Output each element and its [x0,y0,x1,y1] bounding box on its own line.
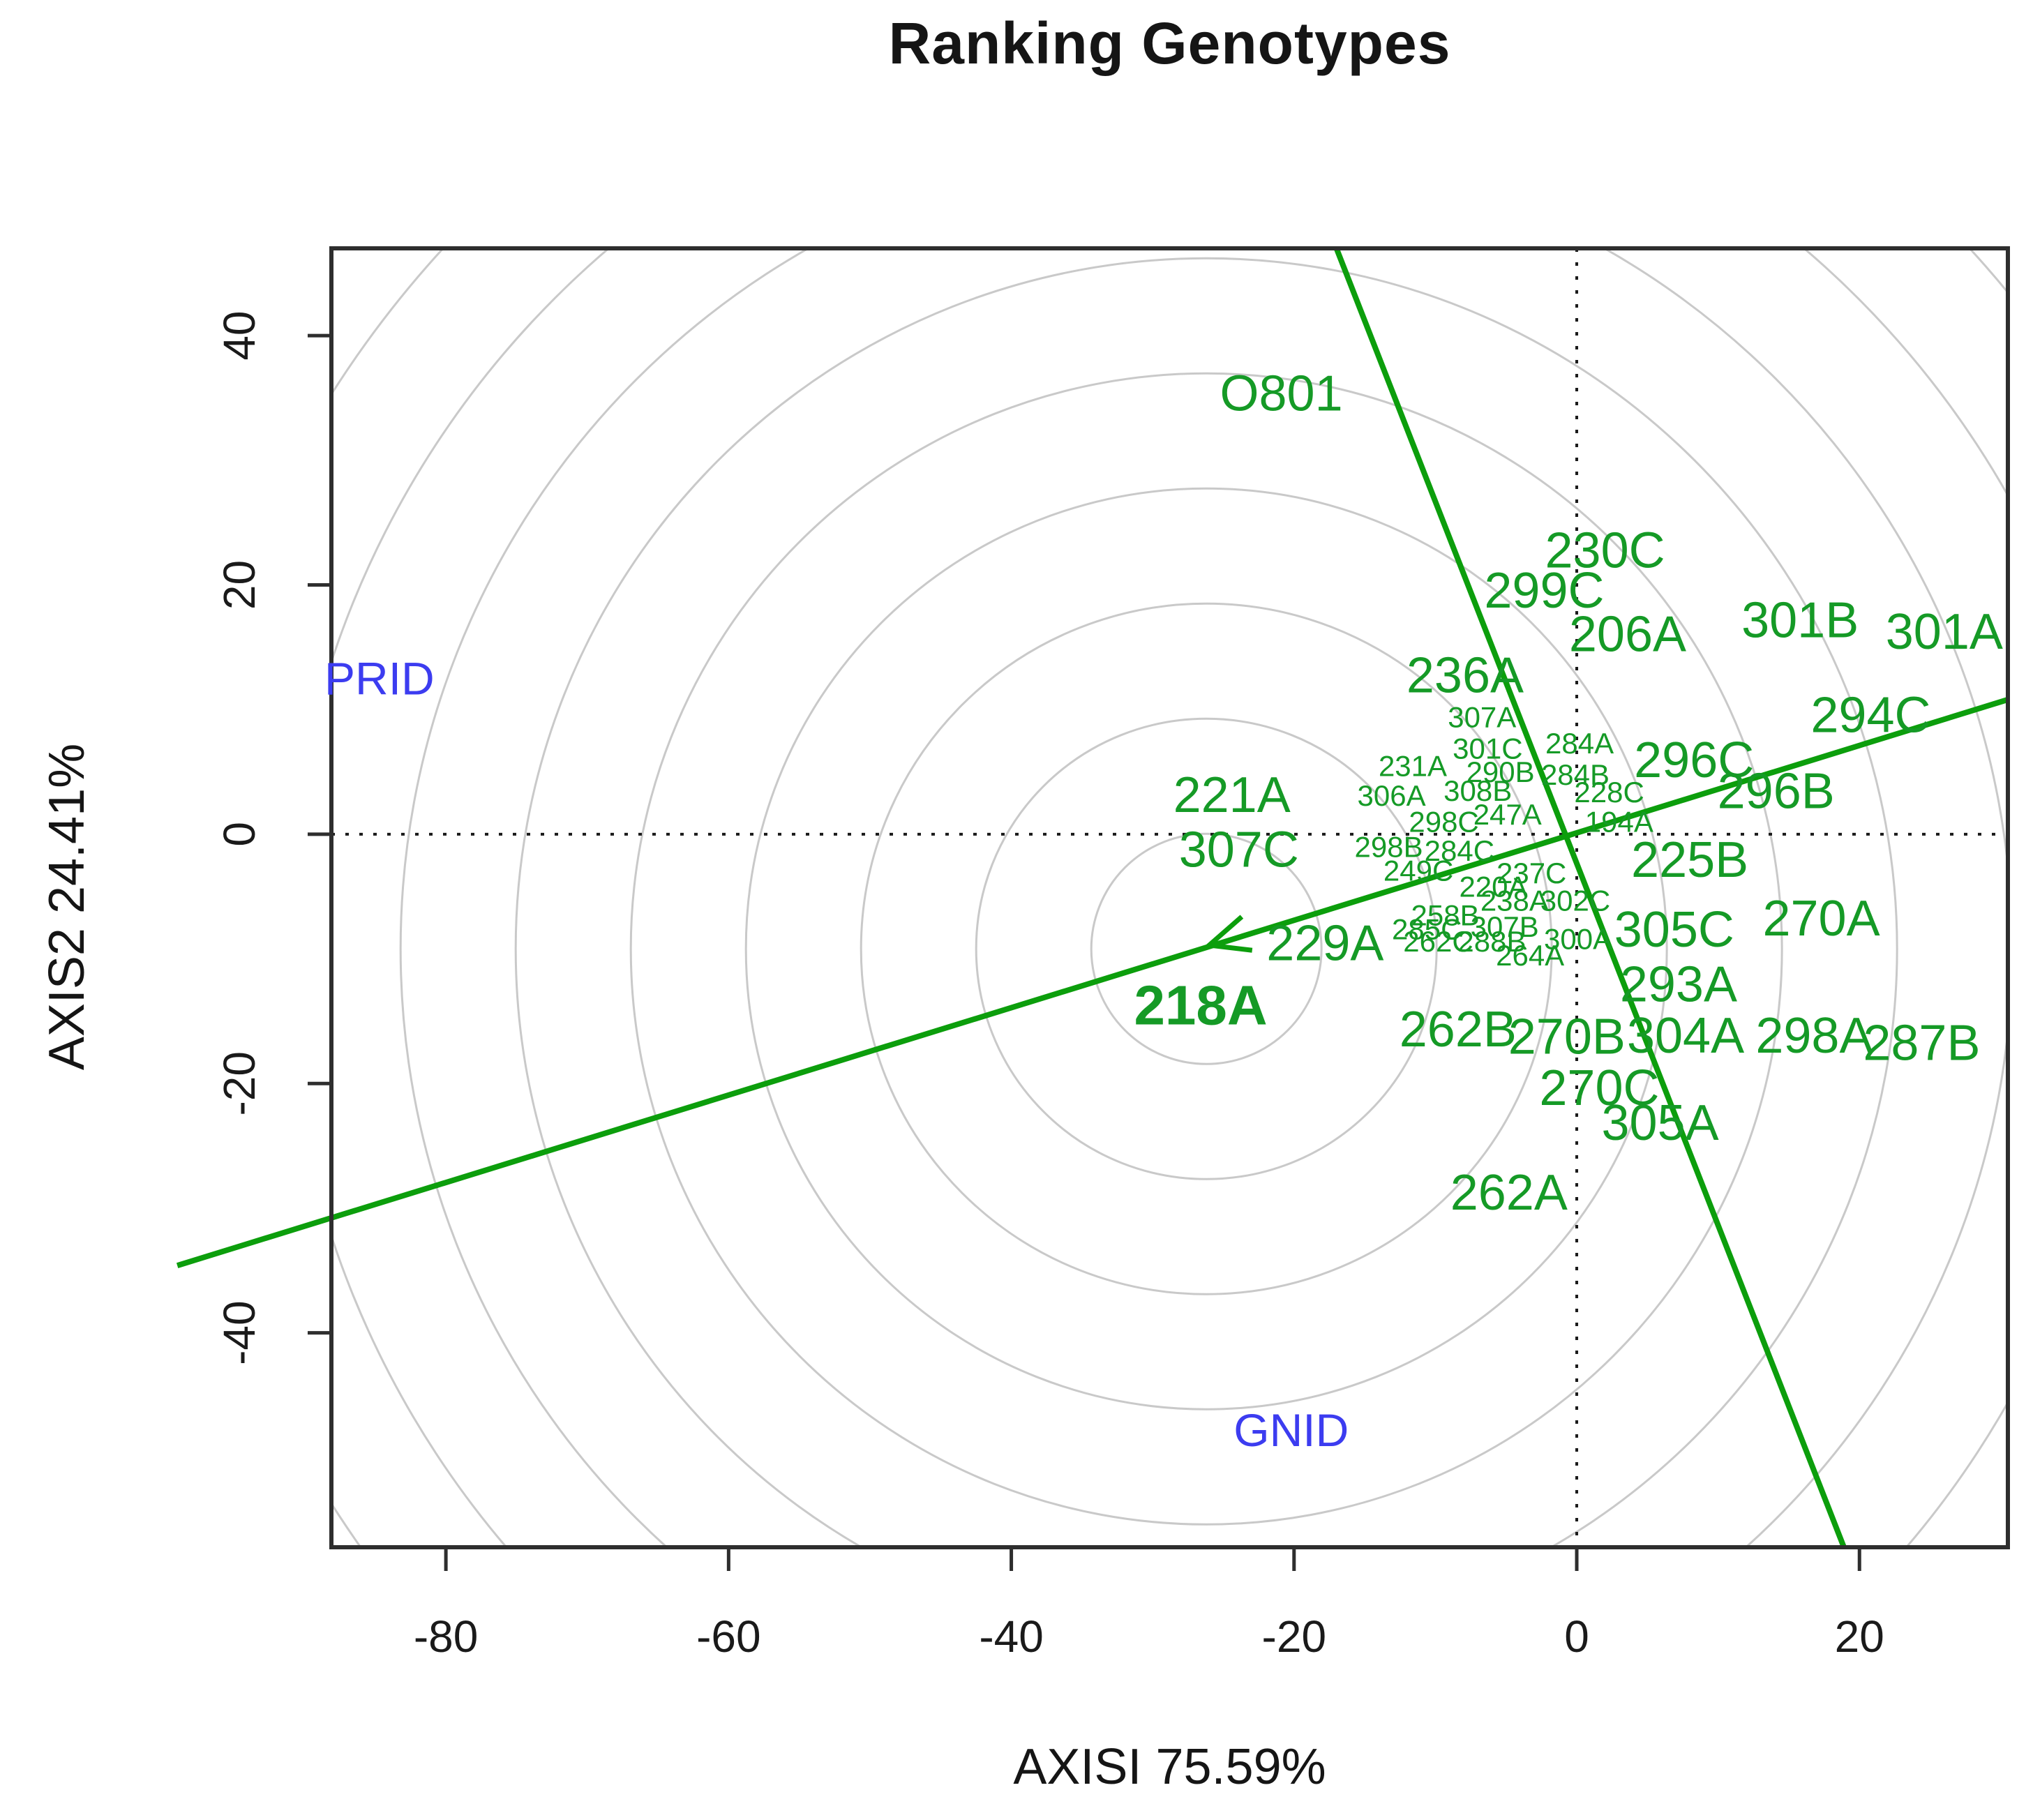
genotype-label: 307A [1448,701,1516,734]
genotype-label: 262A [1450,1165,1568,1221]
genotype-label: 284A [1545,727,1614,760]
genotype-label: 288B [1457,925,1526,958]
x-tick-label: -60 [696,1611,761,1662]
genotype-label: 308B [1443,774,1512,807]
genotype-label: 270B [1508,1009,1626,1065]
chart-title: Ranking Genotypes [888,10,1451,76]
genotype-label: 262C [1403,925,1473,958]
ranking-ring [744,487,1668,1411]
genotype-label: 305A [1601,1095,1718,1151]
genotype-label: 296C [1634,732,1754,788]
genotype-label: 249C [1383,854,1453,887]
x-tick-label: 0 [1564,1611,1589,1662]
genotype-label: 270C [1539,1060,1659,1116]
genotype-label: 230C [1545,523,1665,579]
genotype-label: 284B [1541,758,1610,791]
genotype-label: O801 [1220,366,1342,421]
genotype-label: 293A [1620,956,1737,1012]
genotype-label: 284C [1425,834,1494,867]
genotype-label: 301C [1453,732,1522,765]
aec-abscissa-line [176,697,2009,1268]
genotype-label: 221A [1173,767,1291,823]
genotype-label: 220A [1459,871,1527,903]
ranking-ring [400,248,2008,1547]
x-tick-label: -80 [414,1611,479,1662]
ranking-ring [514,257,1898,1547]
genotype-label: 294C [1810,688,1930,744]
y-tick-label: -40 [214,1300,264,1365]
genotype-label: 287B [1863,1015,1980,1071]
genotype-label: 301A [1886,604,2003,660]
genotype-label: 302C [1540,884,1610,917]
genotype-label: 298B [1355,830,1423,863]
ranking-ring [860,602,1553,1295]
genotype-label: 236A [1406,647,1524,703]
genotype-label: 228C [1574,776,1644,809]
x-tick-label: -20 [1262,1611,1327,1662]
genotype-label: 299C [1484,563,1604,619]
genotype-label: 194A [1585,806,1653,838]
plot-border [329,246,2010,1549]
y-tick-label: -20 [214,1051,264,1116]
ranking-ring [629,372,1783,1526]
x-tick-label: 20 [1835,1611,1884,1662]
genotype-label: 298A [1755,1008,1873,1064]
ranking-ring [1090,832,1323,1065]
x-axis-title: AXISI 75.59% [1013,1739,1326,1795]
ranking-rings-group [331,248,2008,1547]
genotype-label: 290B [1466,755,1535,788]
genotype-label: 258B [1411,899,1480,932]
environment-label: PRID [324,652,435,704]
genotype-label: 229A [1266,916,1383,972]
genotype-label: 306A [1358,779,1426,812]
genotype-label: 300A [1544,923,1612,956]
genotype-label: 218A [1134,975,1267,1037]
genotype-label: 305C [1614,902,1734,958]
genotype-label: 247A [1473,798,1542,831]
y-axis-title: AXIS2 24.41% [39,743,95,1071]
ranking-ring [975,717,1438,1180]
genotype-label: 307B [1471,910,1539,943]
genotype-label: 206A [1569,606,1686,662]
genotype-label: 270A [1762,891,1880,947]
aec-arrowhead [1203,915,1253,953]
genotype-label: 264A [1496,939,1564,972]
genotype-label: 298C [1409,806,1478,838]
genotype-label: 225B [1631,832,1748,888]
genotype-label: 237C [1496,857,1566,889]
genotype-label: 285C [1392,912,1462,945]
y-tick-label: 20 [214,560,264,610]
genotype-label: 238A [1480,884,1549,917]
genotype-label: 231A [1379,749,1447,782]
genotype-label: 301B [1741,593,1859,649]
environment-label: GNID [1233,1404,1349,1456]
aec-ordinate-line [1333,247,1847,1549]
genotype-label: 307C [1179,822,1299,878]
genotype-label: 296B [1718,764,1835,820]
y-tick-label: 0 [214,822,264,847]
genotype-label: 304A [1627,1008,1744,1064]
y-tick-label: 40 [214,310,264,360]
genotype-label: 262B [1400,1002,1517,1058]
x-tick-label: -40 [979,1611,1044,1662]
